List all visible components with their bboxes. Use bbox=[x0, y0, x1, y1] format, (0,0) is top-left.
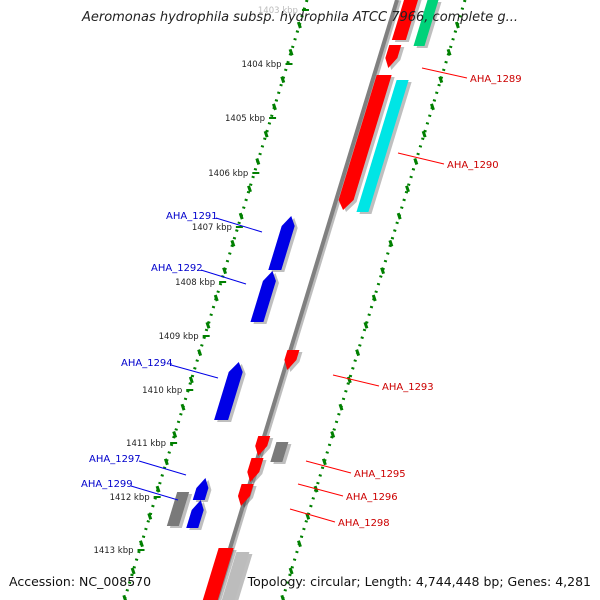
gene-aha-1295a bbox=[255, 436, 271, 456]
genome-summary: Topology: circular; Length: 4,744,448 bp… bbox=[247, 574, 591, 589]
leader-line bbox=[297, 483, 344, 497]
gene-aha-1292 bbox=[250, 271, 276, 322]
scale-tick bbox=[421, 130, 427, 138]
scale-tick bbox=[338, 403, 344, 411]
scale-tick bbox=[247, 185, 252, 193]
kbp-label: 1407 kbp bbox=[192, 223, 232, 233]
scale-tick bbox=[363, 321, 369, 329]
scale-tick bbox=[371, 294, 377, 302]
scale-tick bbox=[454, 21, 460, 29]
scale-tick bbox=[147, 512, 153, 520]
leader-line bbox=[138, 460, 187, 476]
scale-tick bbox=[222, 267, 227, 275]
kbp-label: 1408 kbp bbox=[175, 278, 215, 288]
gene-aha-1290 bbox=[338, 75, 392, 210]
scale-tick bbox=[272, 103, 277, 111]
kbp-label: 1406 kbp bbox=[208, 169, 248, 179]
gene-label-aha-1293: AHA_1293 bbox=[382, 382, 434, 393]
scale-tick bbox=[288, 567, 294, 575]
scale-tick bbox=[197, 349, 203, 357]
scale-tick bbox=[438, 76, 444, 84]
kbp-label: 1410 kbp bbox=[142, 386, 182, 396]
accession-label: Accession: NC_008570 bbox=[9, 574, 152, 589]
scale-tick bbox=[321, 458, 327, 466]
scale-tick bbox=[205, 321, 211, 329]
gene-label-aha-1297: AHA_1297 bbox=[89, 454, 141, 465]
scale-tick bbox=[355, 349, 361, 357]
scale-tick bbox=[213, 294, 219, 302]
leader-line bbox=[305, 460, 352, 474]
gene-bottom-red bbox=[202, 548, 234, 600]
leader-line bbox=[332, 374, 380, 387]
gene-aha-1294 bbox=[214, 362, 243, 420]
gene-top-red bbox=[391, 0, 418, 40]
leader-line bbox=[397, 152, 445, 165]
scale-tick bbox=[405, 185, 410, 193]
scale-tick bbox=[155, 485, 161, 493]
scale-tick bbox=[172, 431, 178, 438]
scale-tick bbox=[330, 431, 336, 438]
leader-line bbox=[215, 217, 263, 233]
scale-tick bbox=[122, 594, 127, 600]
backbone-line bbox=[212, 0, 399, 600]
gene-aha-1296 bbox=[247, 458, 264, 482]
gene-label-aha-1291: AHA_1291 bbox=[166, 211, 218, 222]
scale-tick bbox=[130, 567, 136, 575]
kbp-label: 1405 kbp bbox=[225, 114, 265, 124]
scale-tick bbox=[188, 376, 194, 384]
kbp-label: 1403 kbp bbox=[258, 6, 298, 16]
kbp-label: 1412 kbp bbox=[110, 493, 150, 503]
feature-bottom-gray bbox=[221, 552, 250, 600]
scale-tick bbox=[280, 76, 286, 84]
scale-tick bbox=[163, 458, 169, 466]
map-title: Aeromonas hydrophila subsp. hydrophila A… bbox=[81, 10, 519, 25]
scale-tick bbox=[446, 48, 452, 56]
scale-tick bbox=[388, 239, 394, 247]
kbp-label: 1413 kbp bbox=[93, 546, 133, 556]
scale-tick bbox=[180, 403, 186, 411]
gene-aha-1289 bbox=[385, 45, 402, 68]
feature-cyan bbox=[356, 80, 409, 212]
scale-tick bbox=[238, 212, 244, 220]
gene-aha-1299 bbox=[186, 500, 204, 528]
scale-tick bbox=[263, 130, 269, 138]
scale-tick bbox=[396, 212, 402, 220]
kbp-label: 1404 kbp bbox=[241, 60, 281, 70]
gene-label-aha-1296: AHA_1296 bbox=[346, 492, 398, 503]
leader-line bbox=[130, 485, 179, 501]
leader-line bbox=[289, 508, 336, 523]
gene-aha-1293 bbox=[284, 350, 300, 370]
leader-line bbox=[200, 269, 247, 285]
gene-label-aha-1295: AHA_1295 bbox=[354, 469, 406, 480]
gene-label-aha-1290: AHA_1290 bbox=[447, 160, 499, 171]
scale-tick bbox=[255, 158, 261, 165]
scale-tick bbox=[297, 540, 302, 548]
kbp-label: 1411 kbp bbox=[126, 439, 166, 449]
scale-tick bbox=[288, 48, 294, 56]
feature-top-teal bbox=[413, 0, 439, 46]
gene-label-aha-1289: AHA_1289 bbox=[470, 74, 522, 85]
gene-label-aha-1299: AHA_1299 bbox=[81, 479, 133, 490]
leader-line bbox=[170, 364, 219, 379]
leader-line bbox=[421, 67, 468, 79]
feature-gray-left bbox=[166, 492, 190, 526]
gene-label-aha-1294: AHA_1294 bbox=[121, 358, 173, 369]
scale-tick bbox=[139, 540, 144, 548]
gene-aha-1298 bbox=[237, 484, 254, 506]
gene-aha-1297 bbox=[192, 478, 209, 500]
kbp-label: 1409 kbp bbox=[159, 332, 199, 342]
feature-gray-mid bbox=[270, 442, 289, 462]
gene-aha-1291 bbox=[268, 216, 295, 270]
scale-tick bbox=[296, 21, 302, 29]
scale-tick bbox=[413, 158, 419, 165]
scale-tick bbox=[430, 103, 435, 111]
scale-tick bbox=[346, 376, 352, 384]
scale-tick bbox=[280, 594, 285, 600]
scale-tick bbox=[380, 267, 385, 275]
scale-tick bbox=[230, 239, 236, 247]
gene-label-aha-1292: AHA_1292 bbox=[151, 263, 203, 274]
gene-label-aha-1298: AHA_1298 bbox=[338, 518, 390, 529]
